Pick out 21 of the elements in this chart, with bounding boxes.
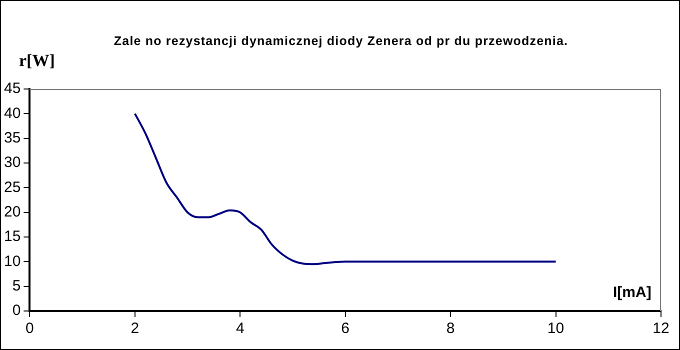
x-tick-label: 4 — [236, 320, 244, 338]
y-tick-label: 35 — [4, 129, 21, 146]
y-tick-label: 20 — [4, 203, 21, 220]
y-tick-label: 45 — [4, 80, 21, 98]
y-tick-label: 15 — [4, 228, 21, 246]
x-axis-title: I[mA] — [613, 284, 652, 301]
x-tick-label: 10 — [547, 320, 564, 338]
x-tick-label: 2 — [130, 320, 140, 338]
line-series — [134, 112, 557, 266]
x-tick-label: 6 — [341, 320, 350, 338]
y-tick-label: 40 — [4, 104, 21, 122]
x-tick-label: 0 — [26, 320, 34, 338]
y-tick-label: 5 — [12, 277, 21, 294]
y-tick-label: 10 — [4, 252, 21, 270]
y-tick-label: 0 — [12, 302, 21, 320]
x-tick-label: 8 — [446, 320, 455, 338]
x-tick-label: 12 — [652, 320, 670, 338]
y-tick-label: 30 — [4, 154, 21, 172]
chart-title: Zale no rezystancji dynamicznej diody Zenera od pr du przewodzenia. — [112, 33, 570, 50]
y-axis-title: r[W] — [19, 51, 55, 71]
y-tick-label: 25 — [4, 178, 21, 196]
